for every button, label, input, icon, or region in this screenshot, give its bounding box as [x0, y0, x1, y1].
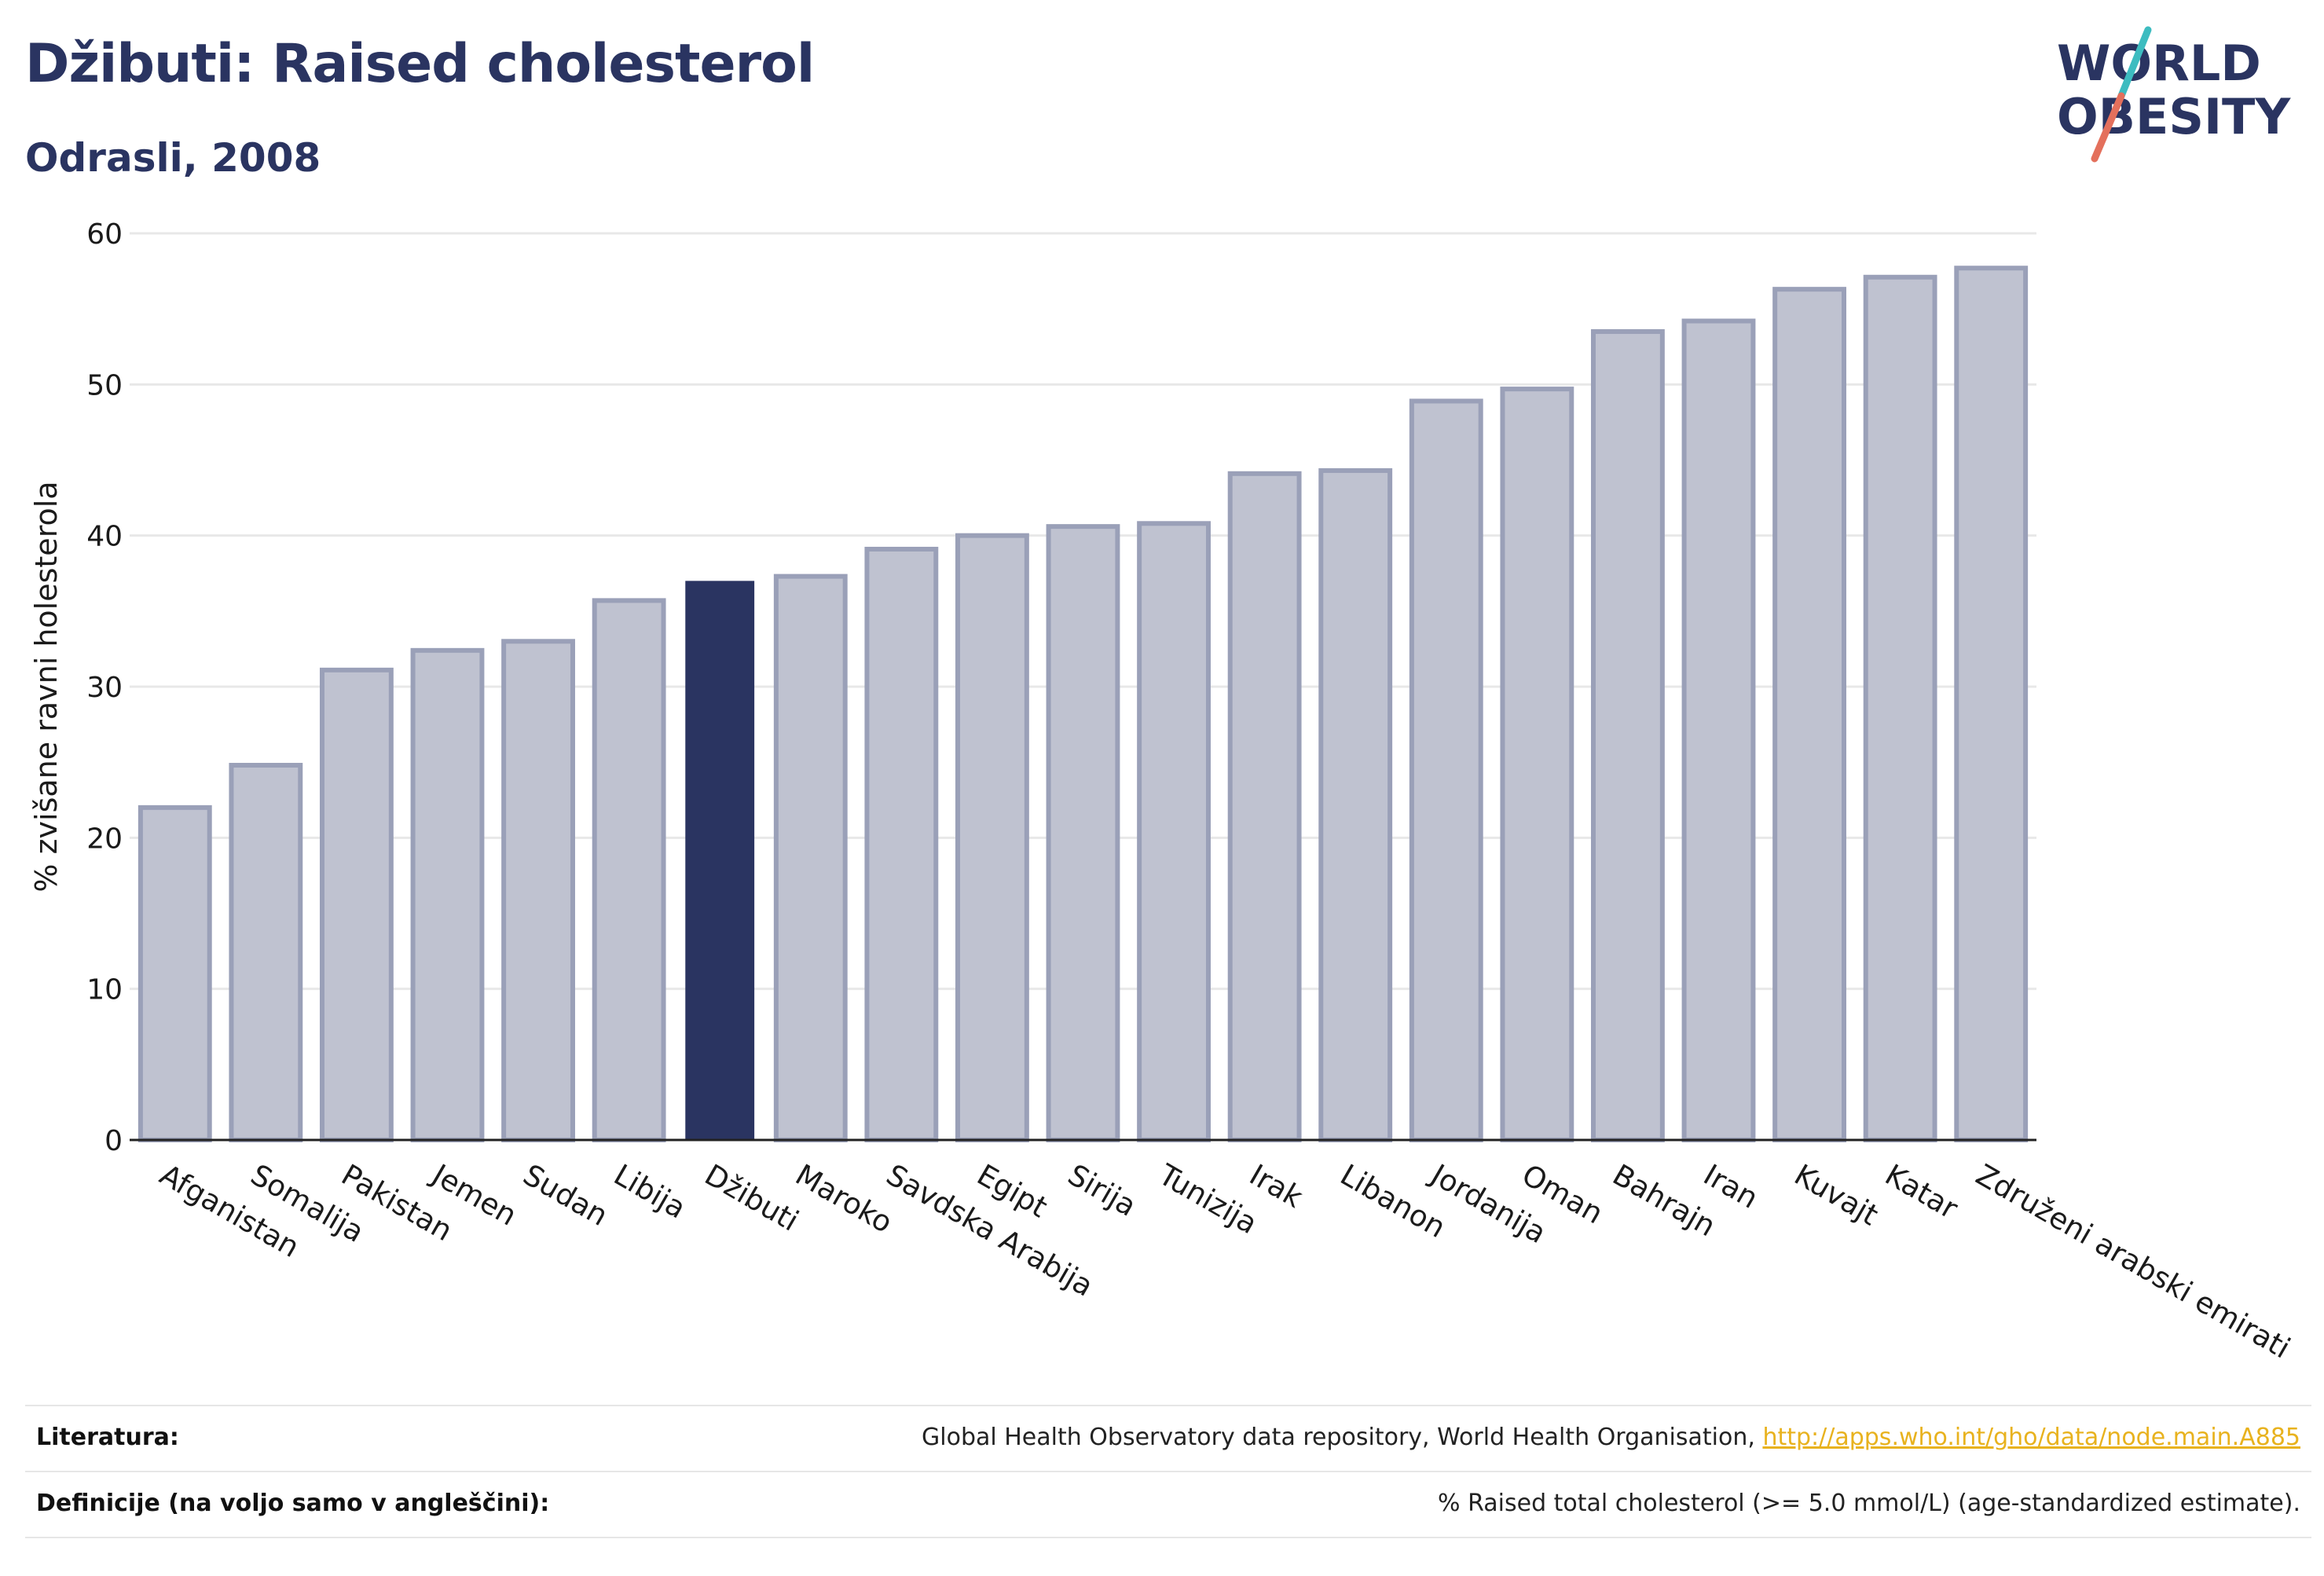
chart-title: Džibuti: Raised cholesterol [25, 33, 815, 95]
definitions-value: % Raised total cholesterol (>= 5.0 mmol/… [1438, 1490, 2300, 1517]
references-label: Literatura: [36, 1424, 179, 1451]
bar-kuvajt[interactable] [1772, 287, 1846, 1142]
x-tick-label: Libija [608, 1158, 691, 1226]
x-tick-label: Bahrajn [1607, 1158, 1721, 1244]
references-text: Global Health Observatory data repositor… [922, 1424, 1763, 1451]
bar-sudan[interactable] [501, 639, 575, 1142]
logo-line-2: OBESITY [2057, 88, 2291, 145]
x-tick-label: Džibuti [699, 1158, 805, 1238]
bar-katar[interactable] [1863, 274, 1937, 1143]
y-tick-label: 60 [86, 218, 123, 251]
x-tick-label: Združeni arabski emirati [1970, 1158, 2296, 1365]
bar-pakistan[interactable] [320, 667, 394, 1142]
logo-line-1: WORLD [2057, 35, 2261, 92]
y-tick-label: 0 [104, 1125, 123, 1157]
references-row: Literatura: Global Health Observatory da… [25, 1406, 2311, 1472]
bar-afganistan[interactable] [137, 804, 212, 1143]
x-tick-label: Maroko [790, 1158, 898, 1240]
y-tick-label: 50 [86, 369, 123, 401]
bar-libija[interactable] [592, 598, 666, 1142]
footer-table: Literatura: Global Health Observatory da… [25, 1405, 2311, 1538]
bar-maroko[interactable] [773, 574, 848, 1142]
y-tick-label: 30 [86, 672, 123, 704]
bar-somalija[interactable] [229, 763, 303, 1142]
bar-iran[interactable] [1681, 318, 1756, 1142]
references-value: Global Health Observatory data repositor… [922, 1424, 2300, 1451]
logo-slash-coral [2091, 92, 2125, 163]
bar-jemen[interactable] [410, 647, 485, 1142]
y-axis-label: % zvišane ravni holesterola [29, 481, 64, 892]
y-axis: 0 10 20 30 40 50 60 [86, 218, 123, 1157]
x-tick-label: Libanon [1335, 1158, 1451, 1245]
bar-chart: 0 10 20 30 40 50 60 AfganistanSomalijaPakistan… [29, 218, 2296, 1365]
references-link[interactable]: http://apps.who.int/gho/data/node.main.A… [1762, 1424, 2300, 1451]
bar-oman[interactable] [1500, 387, 1574, 1142]
bar-irak[interactable] [1227, 471, 1302, 1142]
bar-egipt[interactable] [955, 533, 1029, 1142]
x-axis: AfganistanSomalijaPakistanJemenSudanLibi… [130, 1138, 2296, 1365]
definitions-row: Definicije (na voljo samo v angleščini):… [25, 1472, 2311, 1538]
bar-jordanija[interactable] [1409, 398, 1483, 1142]
x-tick-label: Tunizija [1153, 1157, 1263, 1241]
bar-libanon[interactable] [1318, 467, 1393, 1142]
world-obesity-logo[interactable]: WORLD OBESITY [2043, 24, 2310, 165]
x-tick-label: Sudan [518, 1158, 614, 1233]
chart-subtitle: Odrasli, 2008 [25, 135, 321, 181]
bar-džibuti[interactable] [685, 581, 755, 1140]
bar-sirija[interactable] [1046, 524, 1120, 1142]
bar-savdska-arabija[interactable] [864, 546, 939, 1142]
y-tick-label: 10 [86, 974, 123, 1006]
x-tick-label: Katar [1879, 1158, 1964, 1226]
logo-slash-teal [2117, 26, 2152, 100]
y-tick-label: 40 [86, 521, 123, 553]
definitions-label: Definicije (na voljo samo v angleščini): [36, 1490, 550, 1517]
y-tick-label: 20 [86, 823, 123, 855]
bars [137, 266, 2029, 1143]
bar-tunizija[interactable] [1137, 521, 1211, 1142]
bar-bahrajn[interactable] [1591, 329, 1665, 1142]
x-tick-label: Sirija [1062, 1158, 1142, 1223]
x-tick-label: Kuvajt [1789, 1158, 1884, 1233]
bar-združeni-arabski-emirati[interactable] [1954, 266, 2029, 1142]
